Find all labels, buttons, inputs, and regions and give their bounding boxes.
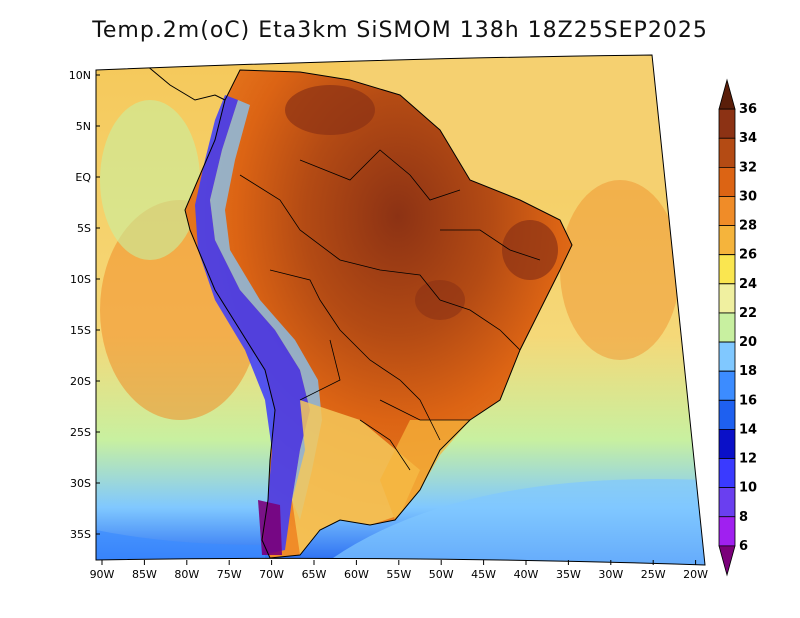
guiana-hot-spot [285, 85, 375, 135]
andes-cold-ridge [195, 95, 310, 555]
colorbar-segment [718, 283, 736, 314]
colorbar-segment [718, 312, 736, 343]
latitude-axis: 10N 5N EQ 5S 10S 15S 20S 25S 30S 35S [69, 69, 100, 541]
colorbar-segment [718, 254, 736, 285]
colorbar-label: 8 [739, 510, 748, 525]
lat-tick-label: 20S [70, 375, 91, 388]
lat-tick-label: 15S [70, 324, 91, 337]
colorbar-segment [718, 399, 736, 430]
colorbar-segment [718, 545, 736, 577]
lon-tick-label: 60W [344, 568, 369, 581]
longitude-axis: 90W 85W 80W 75W 70W 65W 60W 55W 50W 45W 40W 35W 30W 2… [90, 560, 708, 581]
lat-tick-label: 5S [77, 222, 91, 235]
colorbar-segment [718, 429, 736, 459]
pacific-cool-zone [100, 100, 200, 260]
colorbar-label: 24 [739, 277, 757, 292]
lat-tick-label: 25S [70, 426, 91, 439]
colorbar-segment [718, 370, 736, 401]
colorbar-label: 20 [739, 335, 757, 350]
colorbar-segment [718, 78, 736, 110]
colorbar-label: 22 [739, 306, 757, 321]
lat-tick-label: 10N [69, 69, 91, 82]
lat-tick-label: EQ [75, 171, 91, 184]
lon-tick-label: 40W [514, 568, 539, 581]
lon-tick-label: 70W [259, 568, 284, 581]
andes-coldest-peaks [258, 500, 282, 555]
lon-tick-label: 20W [683, 568, 708, 581]
colorbar-segment [718, 196, 736, 226]
colorbar-segment [718, 516, 736, 547]
colorbar-label: 10 [739, 481, 757, 496]
country-borders [239, 149, 541, 471]
lon-tick-label: 45W [471, 568, 496, 581]
colorbar-label: 32 [739, 160, 757, 175]
colorbar-label: 26 [739, 248, 757, 263]
northeast-brazil-hot-spot [502, 220, 558, 280]
lat-tick-label: 5N [76, 120, 91, 133]
lon-tick-label: 50W [429, 568, 454, 581]
colorbar-label: 36 [739, 102, 757, 117]
andes-foothill-band [210, 100, 322, 520]
south-atlantic-cold-band [330, 479, 705, 565]
lon-tick-label: 85W [132, 568, 157, 581]
colorbar-segment [718, 487, 736, 518]
colorbar-segment [718, 137, 736, 168]
atlantic-warm-zone [560, 180, 680, 360]
lat-tick-label: 10S [70, 273, 91, 286]
colorbar-label: 34 [739, 131, 757, 146]
colorbar-segment [718, 108, 736, 139]
colorbar-label: 12 [739, 452, 757, 467]
colorbar-segment [718, 166, 736, 197]
colorbar-label: 28 [739, 219, 757, 234]
map-title: Temp.2m(oC) Eta3km SiSMOM 138h 18Z25SEP2… [92, 18, 708, 43]
southern-cone-cool-region [292, 400, 420, 555]
coastline [184, 69, 573, 559]
colorbar-label: 30 [739, 189, 757, 204]
lon-tick-label: 75W [217, 568, 242, 581]
lon-tick-label: 90W [90, 568, 115, 581]
colorbar-label: 18 [739, 364, 757, 379]
lat-tick-label: 30S [70, 477, 91, 490]
lon-tick-label: 80W [174, 568, 199, 581]
lon-tick-label: 25W [641, 568, 666, 581]
lon-tick-label: 35W [556, 568, 581, 581]
lat-tick-label: 35S [70, 528, 91, 541]
lon-tick-label: 30W [598, 568, 623, 581]
colorbar-segment [718, 225, 736, 256]
lon-tick-label: 55W [386, 568, 411, 581]
lon-tick-label: 65W [302, 568, 327, 581]
south-brazil-mild-region [380, 420, 470, 520]
colorbar-label: 6 [739, 539, 748, 554]
colorbar-label: 16 [739, 393, 757, 408]
colorbar-label: 14 [739, 422, 757, 437]
colorbar-segment [718, 458, 736, 489]
central-america-coast [139, 59, 226, 101]
map-domain-frame [95, 54, 706, 566]
colorbar-segment [718, 341, 736, 372]
